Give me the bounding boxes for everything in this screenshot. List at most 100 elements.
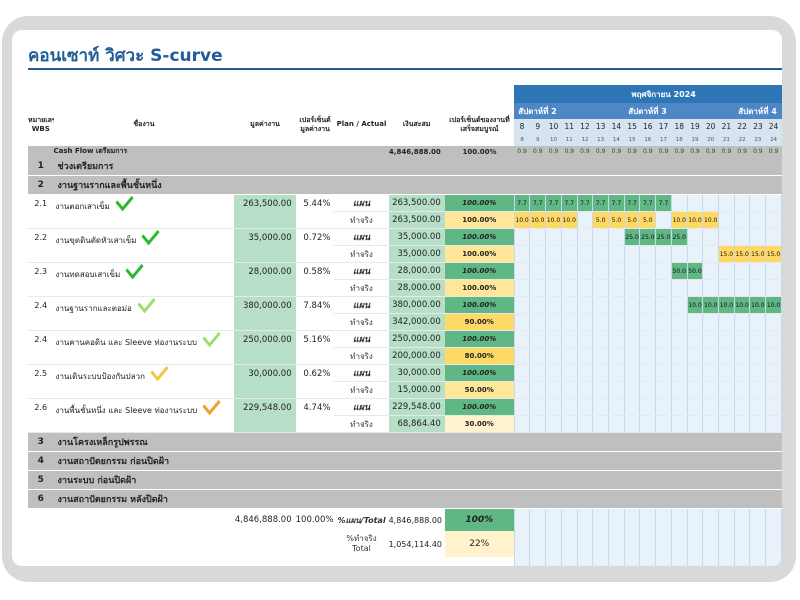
task-name: งานทดสอบเสาเข็ม [53,262,235,297]
task-wbs: 2.3 [28,262,54,297]
gantt-empty-cell [513,381,530,399]
gantt-empty-cell [655,279,672,297]
gantt-empty-cell [592,381,609,399]
gantt-empty-cell [686,228,703,246]
gantt-empty-cell [749,415,766,433]
task-name-text: งานตอกเสาเข็ม [55,202,110,211]
task-actual-row: ทำจริง 263,500.00 100.00% 10.0 10.0 10.0 10.0 5… [28,211,782,229]
gantt-bar-cell: 7.7 [623,194,640,212]
day-subheader: 13 [592,134,609,146]
day-subheader: 10 [545,134,562,146]
gantt-empty-cell [560,364,578,382]
day-subheader: 9 [529,134,546,146]
gantt-empty-cell [686,279,703,297]
total-actual-label: %ทำจริง Total [334,531,388,557]
gantt-empty-cell [765,347,782,365]
gantt-empty-cell [780,262,782,280]
gantt-empty-cell [560,313,578,331]
task-name: งานคานคอดิน และ Sleeve ท่องานระบบ [53,330,235,365]
gantt-empty-cell [545,245,562,263]
gantt-empty-cell [623,262,640,280]
gantt-empty-cell [529,557,546,566]
cashflow-row: Cash Flow เตรียมการ 4,846,888.00 100.00% 0.… [28,146,782,157]
gantt-empty-cell [686,313,703,331]
col-header-percent: เปอร์เซ็นต์มูลค่างาน [299,116,331,133]
task-value: 250,000.00 [234,330,296,365]
gantt-empty-cell [576,557,593,566]
task-name: งานตอกเสาเข็ม [53,194,235,229]
gantt-bar-cell: 25.0 [670,228,688,246]
gantt-bar-cell: 10.0 [560,211,578,229]
gantt-bar-cell: 10.0 [702,296,719,314]
day-subheader: 16 [639,134,656,146]
section-row-s4: 4 งานสถาปัตยกรรม ก่อนปิดฝ้า [28,451,782,471]
cashflow-day-value: 0.9 [577,146,593,157]
gantt-empty-cell [529,508,546,531]
page-title: คอนเซาท์ วิศวะ S-curve [28,46,223,66]
gantt-empty-cell [749,211,766,229]
cashflow-day-value: 0.9 [765,146,782,157]
gantt-empty-cell [702,398,719,416]
gantt-empty-cell [639,398,656,416]
gantt-empty-cell [655,398,672,416]
cashflow-day-value: 0.9 [687,146,703,157]
gantt-empty-cell [639,415,656,433]
check-icon [141,228,161,246]
gantt-bar-cell: 10.0 [733,296,750,314]
gantt-empty-cell [765,398,782,416]
actual-cumulative: 200,000.00 [388,347,445,365]
plan-cumulative: 263,500.00 [388,194,445,212]
day-subheader: 8 [514,134,530,146]
gantt-empty-cell [686,194,703,212]
gantt-empty-cell [702,245,719,263]
gantt-empty-cell [608,330,625,348]
gantt-empty-cell [592,296,609,314]
task-wbs: 2.6 [28,398,54,433]
gantt-empty-cell [639,262,656,280]
gantt-empty-cell [576,398,593,416]
day-header: 16 [639,119,656,134]
gantt-empty-cell [623,531,640,557]
gantt-bar-cell: 7.7 [592,194,609,212]
task-plan-row: 2.4 งานฐานรากและตอม่อ 380,000.00 7.84% แผน 38… [28,296,782,331]
spreadsheet-screen: คอนเซาท์ วิศวะ S-curve พฤศจิกายน 2024 หมา… [12,30,782,566]
actual-complete: 100.00% [444,245,515,263]
task-percent: 5.16% [295,330,335,365]
gantt-empty-cell [670,557,688,566]
cashflow-day-value: 0.9 [655,146,672,157]
gantt-empty-cell [718,381,735,399]
gantt-empty-cell [718,415,735,433]
header-spacer [28,85,514,103]
gantt-empty-cell [765,557,782,566]
gantt-empty-cell [749,508,766,531]
task-wbs: 2.4 [28,296,54,331]
gantt-empty-cell [718,557,735,566]
gantt-empty-cell [780,194,782,212]
cashflow-value [234,146,296,157]
plan-complete: 100.00% [444,228,515,246]
plan-complete: 100.00% [444,194,515,212]
gantt-empty-cell [592,330,609,348]
task-value: 263,500.00 [234,194,296,229]
actual-label: ทำจริง [334,211,389,229]
gantt-empty-cell [733,330,750,348]
cashflow-day-value: 0.9 [608,146,625,157]
gantt-bar-cell: 10.0 [529,211,546,229]
task-percent: 0.58% [295,262,335,297]
task-plan-row: 2.1 งานตอกเสาเข็ม 263,500.00 5.44% แผน 263,50… [28,194,782,229]
plan-label: แผน [334,364,389,382]
gantt-empty-cell [655,211,672,229]
gantt-empty-cell [513,313,530,331]
gantt-empty-cell [529,245,546,263]
gantt-empty-cell [608,245,625,263]
gantt-empty-cell [560,245,578,263]
gantt-empty-cell [670,347,688,365]
gantt-empty-cell [529,228,546,246]
gantt-empty-cell [592,415,609,433]
gantt-empty-cell [623,508,640,531]
gantt-empty-cell [560,557,578,566]
gantt-bar-cell: 7.7 [513,194,530,212]
col-header-name: ชื่องาน [133,120,155,129]
gantt-empty-cell [576,415,593,433]
